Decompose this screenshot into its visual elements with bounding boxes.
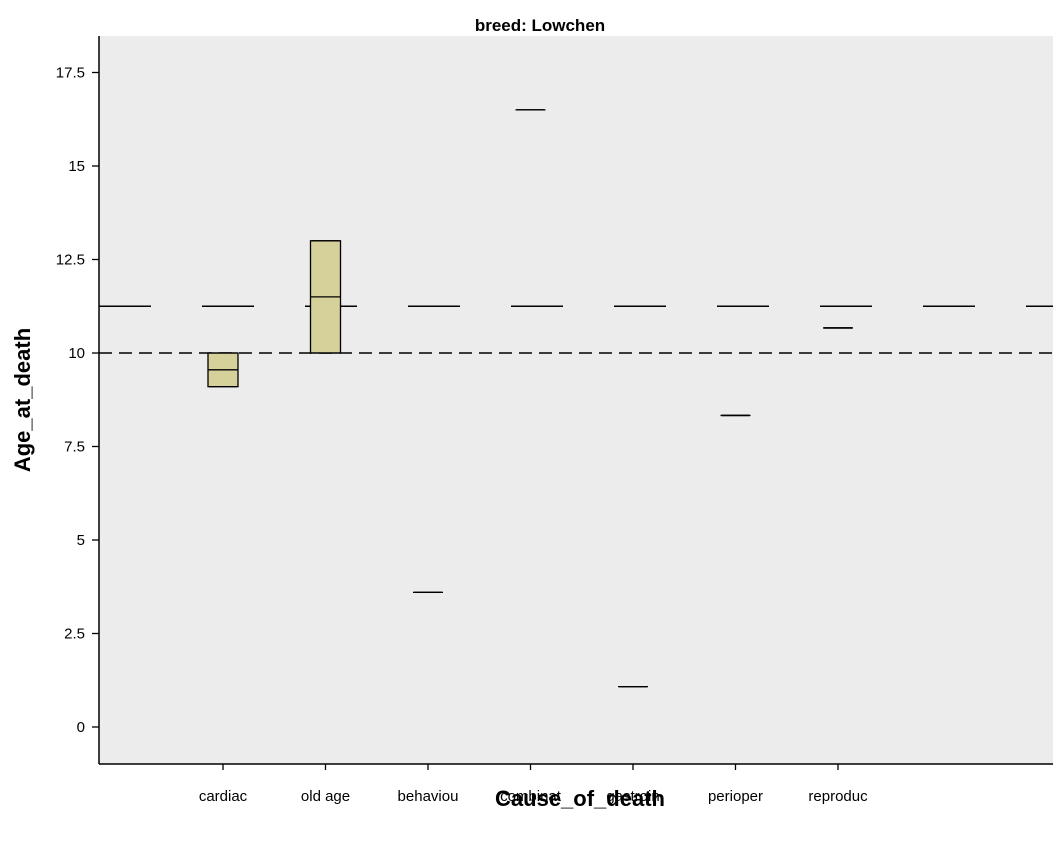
y-tick-label: 10 [68, 345, 85, 362]
box-cardiac [207, 352, 239, 388]
x-axis-ticks: cardiac old age behaviou combinat gastroin pe… [199, 764, 868, 805]
x-tick-label: old age [301, 788, 350, 805]
y-axis-ticks: 0 2.5 5 7.5 10 12.5 15 17.5 [56, 65, 99, 736]
x-tick-label: combinat [500, 788, 562, 805]
x-axis-title: Cause_of_death [495, 786, 665, 811]
plot-area [99, 36, 1053, 764]
y-tick-label: 7.5 [64, 439, 85, 456]
y-tick-label: 5 [77, 532, 85, 549]
chart-title: breed: Lowchen [475, 16, 605, 35]
y-tick-label: 15 [68, 158, 85, 175]
x-tick-label: reproduc [808, 788, 868, 805]
x-tick-label: cardiac [199, 788, 248, 805]
y-tick-label: 0 [77, 719, 85, 736]
y-axis-title: Age_at_death [10, 328, 35, 472]
box-old-age [309, 240, 342, 354]
boxes [207, 109, 853, 688]
axes [98, 36, 1053, 765]
y-tick-label: 17.5 [56, 65, 85, 82]
x-tick-label: perioper [708, 788, 763, 805]
y-tick-label: 12.5 [56, 252, 85, 269]
x-tick-label: behaviou [398, 788, 459, 805]
x-tick-label: gastroin [606, 788, 659, 805]
y-tick-label: 2.5 [64, 626, 85, 643]
